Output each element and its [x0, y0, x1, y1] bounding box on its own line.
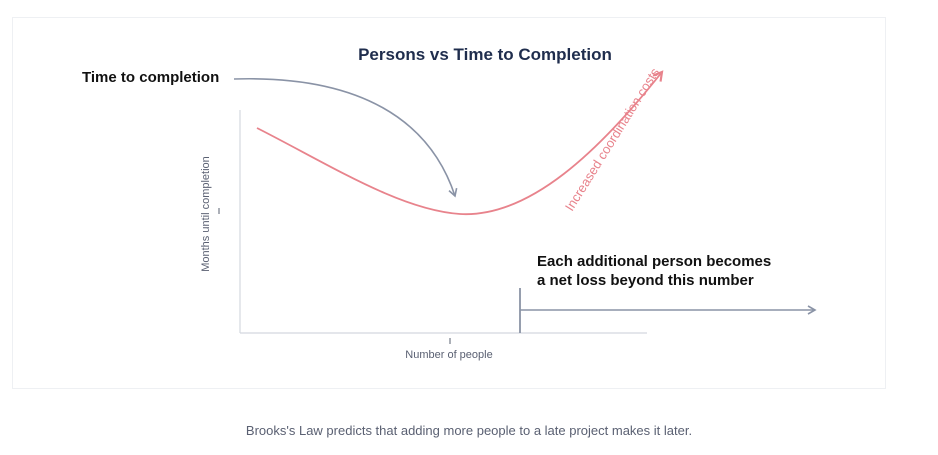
time-to-completion-arrow	[233, 77, 458, 198]
figure-caption: Brooks's Law predicts that adding more p…	[245, 423, 693, 438]
net-loss-label-line1: Each additional person becomes	[537, 253, 771, 270]
time-curve	[256, 70, 664, 215]
diagram-title: Persons vs Time to Completion	[358, 45, 612, 64]
y-axis-label: Months until completion	[200, 156, 212, 272]
x-axis-label: Number of people	[405, 349, 492, 361]
time-to-completion-label: Time to completion	[82, 69, 219, 86]
net-loss-label-line2: a net loss beyond this number	[537, 272, 754, 289]
coordination-costs-label: Increased coordination costs	[562, 65, 663, 214]
figure-card	[12, 17, 886, 389]
